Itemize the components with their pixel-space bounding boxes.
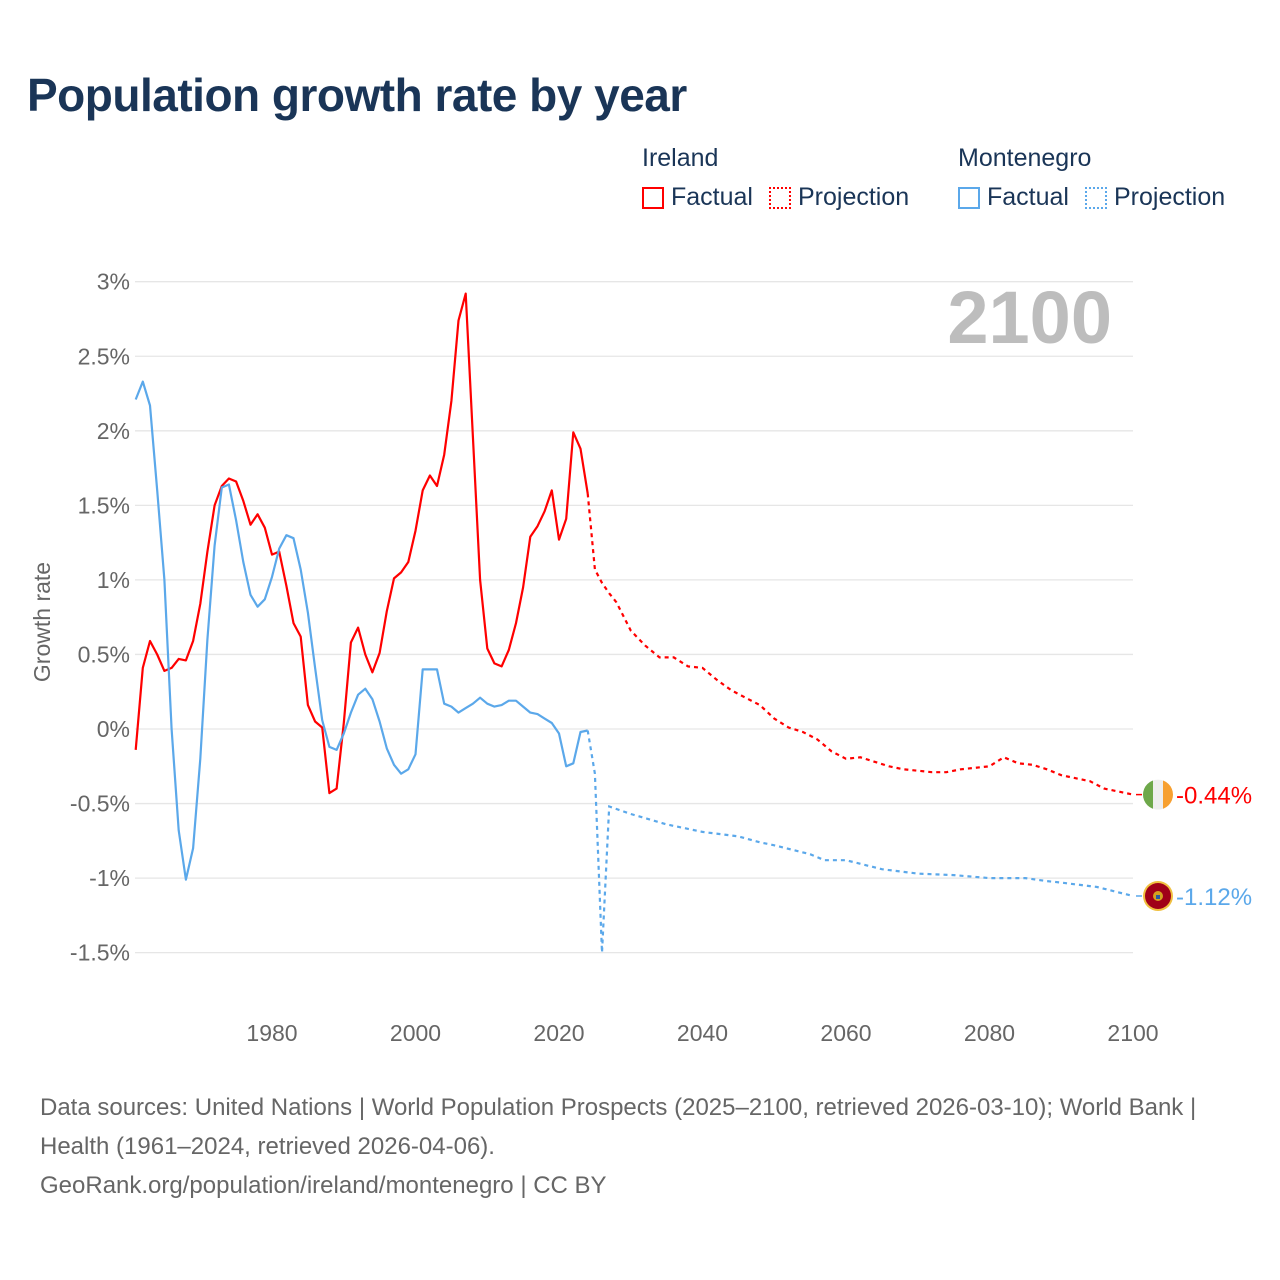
credit-link[interactable]: GeoRank.org/population/ireland/montenegr… (40, 1172, 607, 1199)
y-tick-label: 0.5% (78, 641, 130, 667)
y-tick-label: 0% (97, 716, 130, 742)
legend-country-label: Montenegro (958, 144, 1092, 172)
legend-item-ireland-projection[interactable]: Projection (768, 183, 910, 212)
legend-label: Factual (671, 183, 753, 211)
x-tick-label: 2100 (1107, 1020, 1158, 1046)
dotted-swatch-icon (768, 186, 791, 209)
y-tick-label: 1.5% (78, 492, 130, 518)
montenegro-factual-line (134, 380, 588, 881)
y-tick-label: -0.5% (70, 791, 130, 817)
x-tick-label: 2080 (964, 1020, 1015, 1046)
x-tick-label: 2000 (390, 1020, 441, 1046)
legend-label: Factual (987, 183, 1069, 211)
legend-item-montenegro-factual[interactable]: Factual (958, 183, 1069, 212)
ireland-projection-line (586, 493, 1134, 796)
page-title: Population growth rate by year (27, 69, 687, 121)
y-axis-label: Growth rate (29, 562, 55, 682)
y-tick-label: 2.5% (78, 343, 130, 369)
ireland-flag-icon (1143, 779, 1173, 810)
x-tick-label: 2060 (820, 1020, 871, 1046)
solid-swatch-icon (958, 186, 980, 209)
legend-label: Projection (1113, 183, 1226, 211)
x-tick-label: 2040 (677, 1020, 728, 1046)
data-sources: Data sources: United Nations | World Pop… (40, 1094, 1197, 1160)
ireland-factual-line (134, 292, 589, 795)
y-tick-label: 3% (97, 269, 130, 295)
montenegro-flag-icon (1143, 880, 1173, 911)
y-tick-label: 1% (97, 567, 130, 593)
footer: Data sources: United Nations | World Pop… (40, 1088, 1240, 1205)
y-tick-label: 2% (97, 418, 130, 444)
montenegro-end-value-label: -1.12% (1176, 884, 1252, 911)
legend-item-ireland-factual[interactable]: Factual (642, 183, 753, 212)
ireland-end-value-label: -0.44% (1176, 783, 1252, 810)
x-tick-label: 2020 (533, 1020, 584, 1046)
legend-ireland: Ireland Factual Projection (642, 144, 909, 212)
legend-montenegro: Montenegro Factual Projection (958, 144, 1225, 212)
legend-item-montenegro-projection[interactable]: Projection (1084, 183, 1226, 212)
y-tick-label: -1% (89, 865, 130, 891)
legend-label: Projection (797, 183, 910, 211)
montenegro-projection-line (586, 730, 1134, 953)
legend-country-label: Ireland (642, 144, 719, 172)
solid-swatch-icon (642, 186, 664, 209)
x-tick-label: 1980 (246, 1020, 297, 1046)
dotted-swatch-icon (1084, 186, 1107, 209)
year-label: 2100 (947, 276, 1112, 359)
y-tick-label: -1.5% (70, 940, 130, 966)
